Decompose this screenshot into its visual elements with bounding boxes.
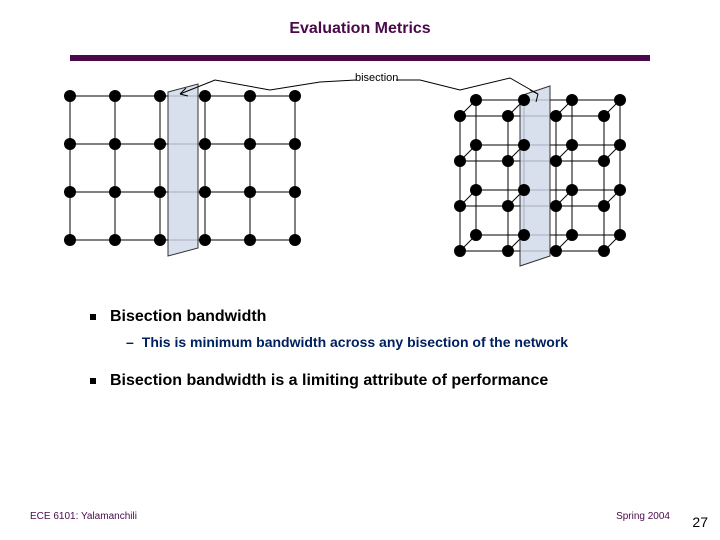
bullet-1-sub: –This is minimum bandwidth across any bi… bbox=[126, 334, 650, 350]
title-underline bbox=[70, 55, 650, 61]
bullet-1: Bisection bandwidth bbox=[90, 308, 650, 326]
bullet-dot-icon bbox=[90, 314, 96, 320]
bullet-1-sub-text: This is minimum bandwidth across any bis… bbox=[142, 334, 568, 350]
bullet-2-text: Bisection bandwidth is a limiting attrib… bbox=[110, 372, 548, 389]
bullet-dot-icon bbox=[90, 378, 96, 384]
bisection-label: bisection bbox=[355, 72, 398, 84]
bullet-list: Bisection bandwidth –This is minimum ban… bbox=[90, 300, 650, 398]
page-title: Evaluation Metrics bbox=[0, 20, 720, 38]
network-diagram bbox=[60, 68, 670, 278]
footer-left: ECE 6101: Yalamanchili bbox=[30, 511, 137, 522]
dash-icon: – bbox=[126, 334, 134, 350]
bullet-1-text: Bisection bandwidth bbox=[110, 308, 266, 325]
bullet-2: Bisection bandwidth is a limiting attrib… bbox=[90, 372, 650, 390]
footer-right: Spring 2004 bbox=[616, 511, 670, 522]
slide-number: 27 bbox=[692, 514, 708, 530]
diagram-area: bisection bbox=[60, 68, 670, 278]
